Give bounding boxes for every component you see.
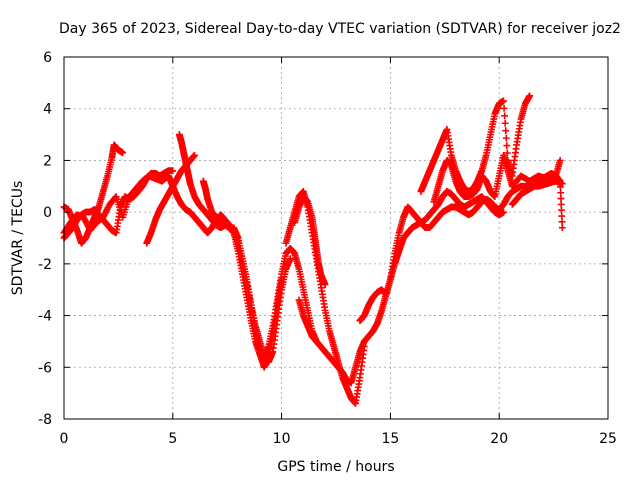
data-point-marker	[501, 119, 509, 127]
x-tick-label: 15	[381, 431, 399, 447]
series-track-h	[230, 224, 320, 361]
data-point-marker	[558, 224, 566, 232]
data-point-marker	[500, 208, 507, 216]
data-point-marker	[556, 157, 564, 164]
series-track-m	[391, 188, 507, 268]
data-point-marker	[556, 177, 564, 185]
data-point-marker	[501, 112, 509, 120]
data-point-marker	[557, 183, 564, 191]
y-tick-label: -8	[38, 412, 52, 428]
data-point-marker	[503, 142, 511, 149]
data-point-marker	[502, 127, 510, 135]
data-point-marker	[502, 134, 510, 142]
y-tick-label: 0	[43, 205, 52, 221]
x-tick-labels: 0 5 10 15 20 25	[60, 431, 617, 447]
x-tick-label: 20	[490, 431, 508, 447]
y-tick-label: -6	[38, 360, 52, 376]
plot-frame	[63, 56, 609, 420]
series-track-l	[356, 177, 566, 325]
data-point-marker	[557, 189, 565, 197]
y-tick-label: 2	[43, 153, 52, 169]
axis-ticks	[63, 56, 609, 420]
data-markers	[60, 92, 566, 407]
data-point-marker	[557, 200, 565, 208]
y-tick-labels: -8 -6 -4 -2 0 2 4 6	[38, 50, 52, 428]
y-tick-label: -4	[38, 309, 52, 325]
data-point-marker	[191, 151, 198, 159]
data-point-marker	[500, 97, 507, 105]
chart-title: Day 365 of 2023, Sidereal Day-to-day VTE…	[59, 21, 621, 37]
x-tick-label: 25	[599, 431, 617, 447]
y-tick-label: 4	[43, 102, 52, 118]
x-axis-label: GPS time / hours	[277, 459, 394, 475]
data-point-marker	[558, 218, 566, 226]
x-tick-label: 0	[60, 431, 69, 447]
data-point-marker	[526, 92, 534, 100]
data-point-marker	[558, 212, 566, 220]
y-axis-label: SDTVAR / TECUs	[10, 181, 26, 296]
x-tick-label: 5	[168, 431, 177, 447]
data-point-marker	[557, 195, 565, 202]
y-tick-label: 6	[43, 50, 52, 66]
series-track-p	[508, 169, 566, 232]
data-point-marker	[119, 149, 127, 157]
y-tick-label: -2	[38, 257, 52, 273]
data-point-marker	[500, 104, 508, 112]
data-point-marker	[503, 149, 511, 157]
x-tick-label: 10	[273, 431, 291, 447]
data-point-marker	[169, 167, 177, 175]
data-point-marker	[558, 206, 565, 214]
